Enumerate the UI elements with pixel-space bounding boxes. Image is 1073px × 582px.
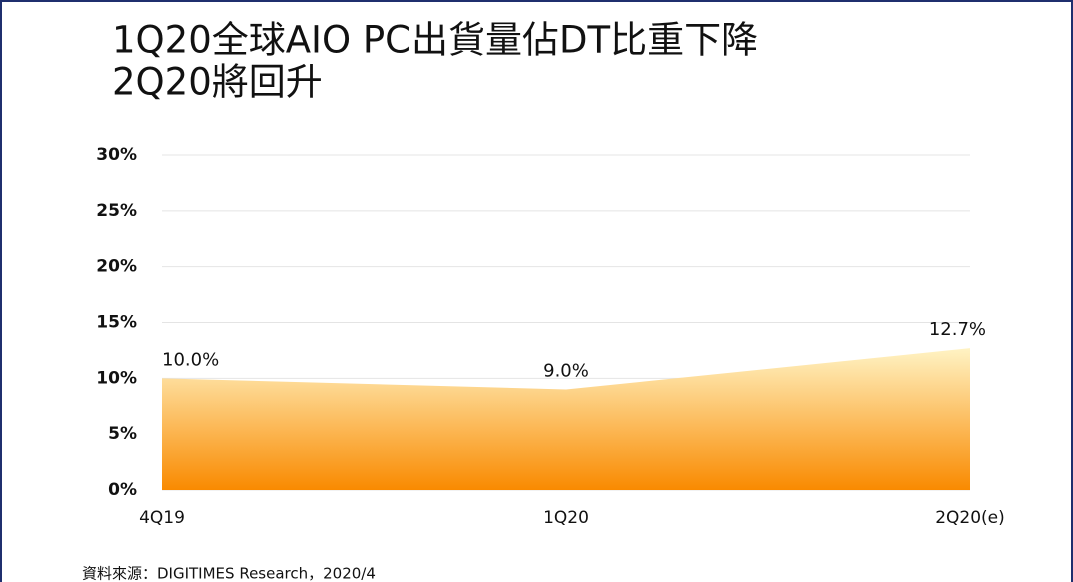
y-tick-label: 30% bbox=[96, 145, 137, 165]
y-tick-label: 5% bbox=[108, 424, 137, 444]
source: 資料來源：DIGITIMES Research，2020/4 bbox=[82, 565, 376, 582]
chart-title: 1Q20全球AIO PC出貨量佔DT比重下降 bbox=[112, 19, 758, 62]
x-tick-label: 1Q20 bbox=[543, 508, 589, 528]
area bbox=[162, 348, 970, 490]
chart-title: 2Q20將回升 bbox=[112, 61, 323, 104]
y-tick-label: 25% bbox=[96, 201, 137, 221]
data-label: 12.7% bbox=[929, 319, 986, 340]
x-tick-label: 2Q20(e) bbox=[935, 508, 1005, 528]
x-tick-label: 4Q19 bbox=[139, 508, 185, 528]
data-label: 10.0% bbox=[162, 349, 219, 370]
y-tick-label: 20% bbox=[96, 257, 137, 277]
data-label: 9.0% bbox=[543, 361, 589, 382]
y-tick-label: 15% bbox=[96, 313, 137, 333]
y-tick-label: 0% bbox=[108, 480, 137, 500]
y-tick-label: 10% bbox=[96, 368, 137, 388]
